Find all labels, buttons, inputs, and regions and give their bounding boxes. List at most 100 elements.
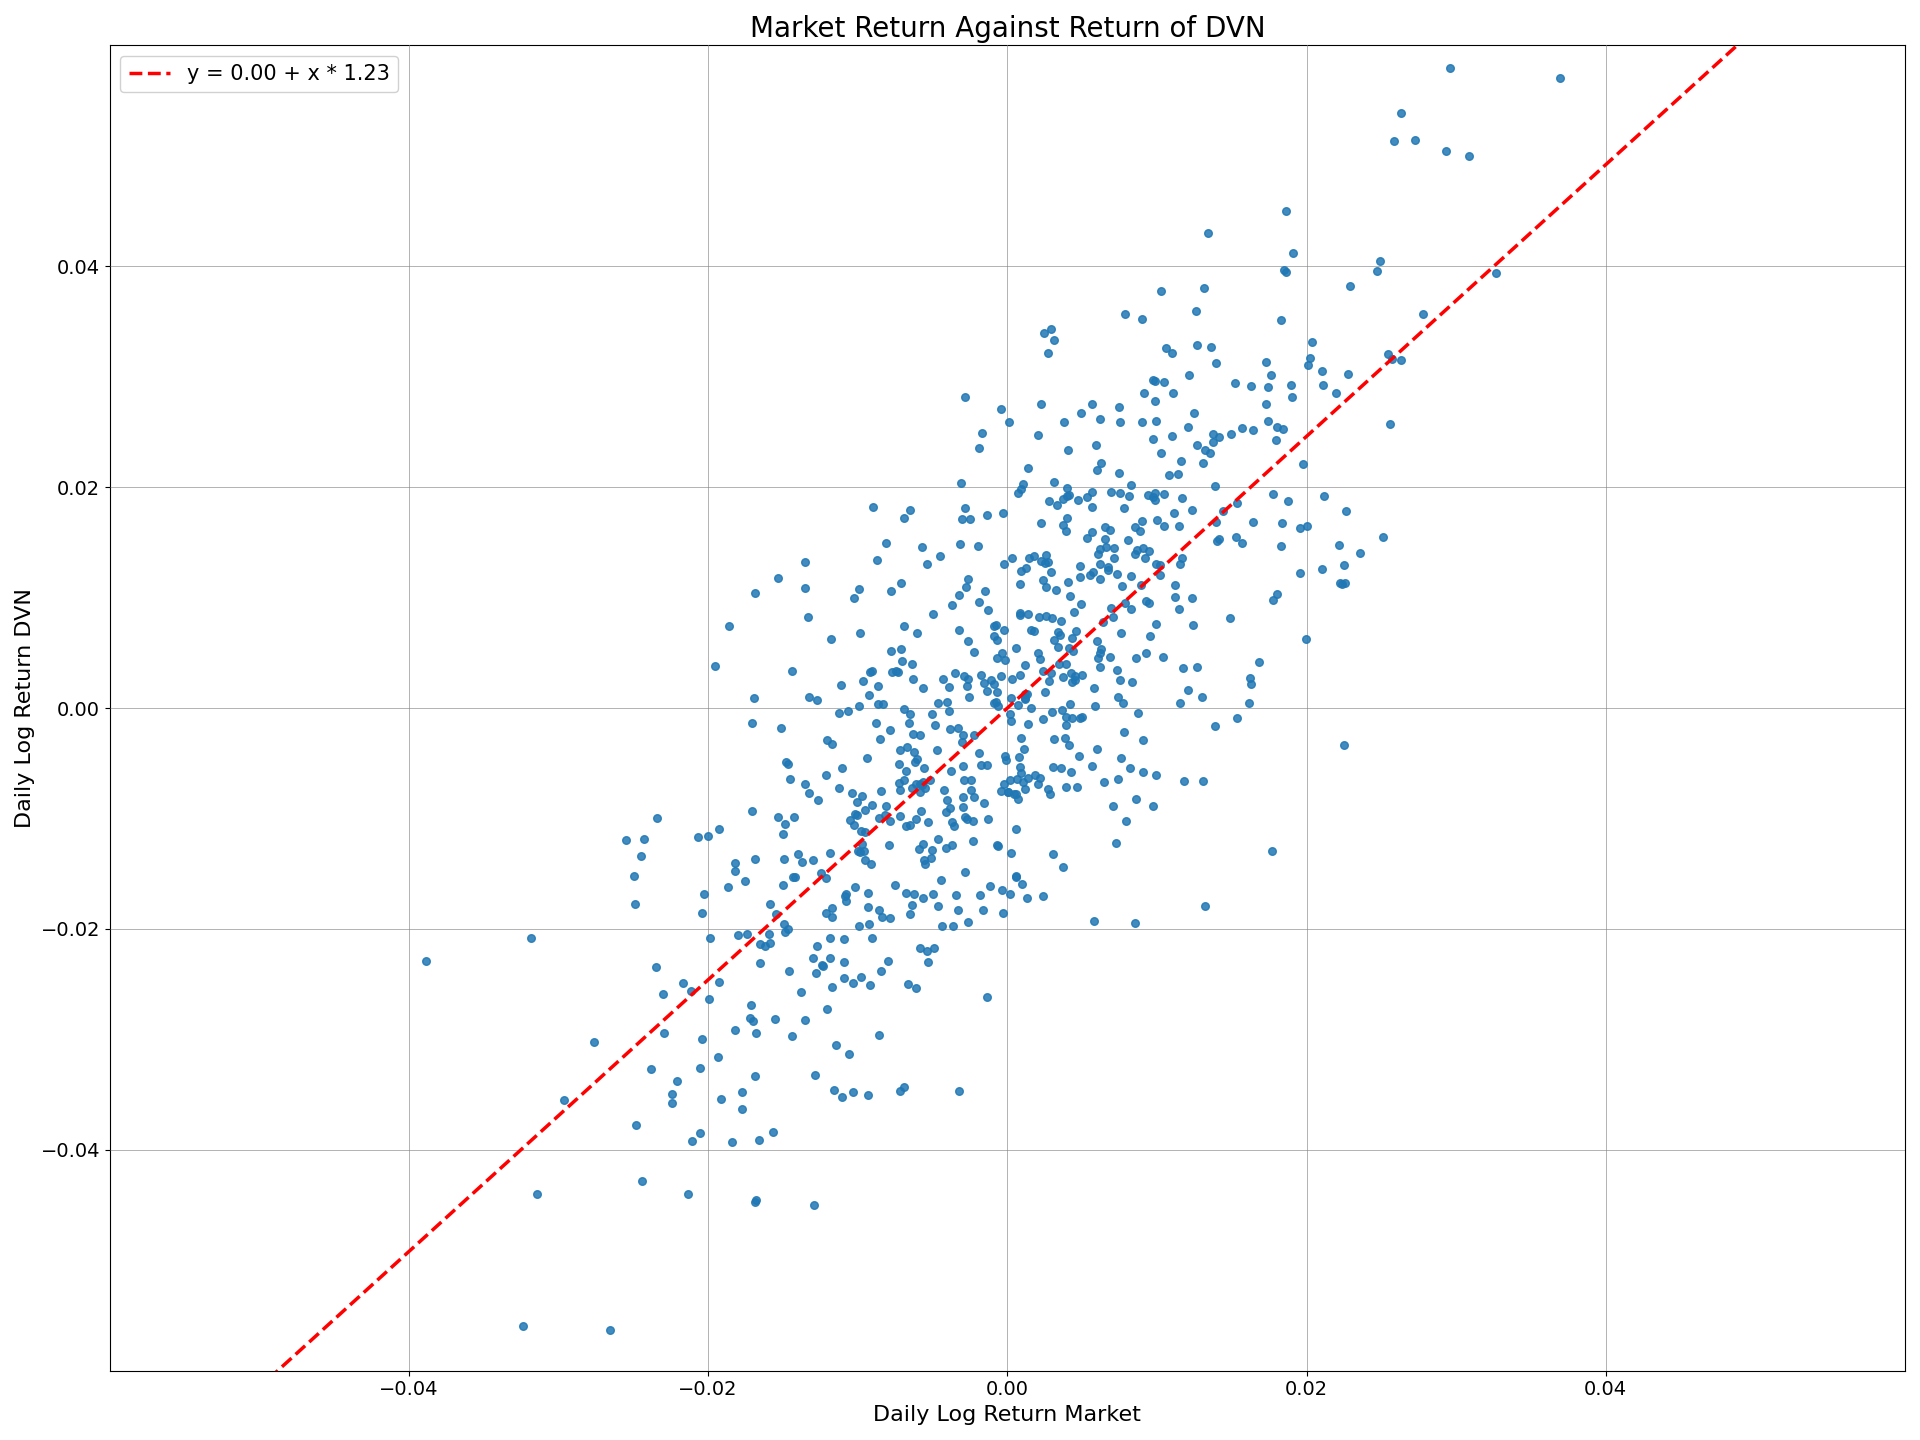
Point (810, 901, 841, 924)
Point (893, 972, 924, 995)
Point (1173, 415, 1204, 438)
Point (578, 1031, 609, 1054)
Point (808, 955, 839, 978)
Point (1290, 628, 1321, 651)
Point (1332, 363, 1363, 386)
Point (1258, 840, 1288, 863)
Point (983, 694, 1014, 717)
Point (1006, 760, 1037, 783)
Point (839, 588, 870, 611)
Point (975, 668, 1006, 691)
Point (924, 691, 954, 714)
Point (1198, 423, 1229, 446)
Point (1085, 655, 1116, 678)
Point (1085, 552, 1116, 575)
Point (739, 1064, 770, 1087)
Point (649, 1021, 680, 1044)
Point (1202, 530, 1233, 553)
Point (1008, 737, 1039, 760)
Point (1139, 369, 1169, 392)
Point (824, 701, 854, 724)
Point (839, 876, 870, 899)
Point (1037, 606, 1068, 629)
Point (991, 744, 1021, 768)
Point (1020, 544, 1050, 567)
Point (1050, 727, 1081, 750)
Point (929, 779, 960, 802)
Point (799, 848, 829, 871)
Point (1106, 410, 1137, 433)
Point (981, 647, 1012, 670)
Point (1020, 619, 1050, 642)
Point (1006, 727, 1037, 750)
Point (1052, 507, 1083, 530)
Point (1116, 474, 1146, 497)
Point (1031, 576, 1062, 599)
Point (1140, 370, 1171, 393)
Point (774, 752, 804, 775)
Point (897, 776, 927, 799)
Point (979, 672, 1010, 696)
Point (899, 721, 929, 744)
Point (900, 772, 931, 795)
Point (1000, 864, 1031, 887)
Point (1148, 370, 1179, 393)
Point (989, 553, 1020, 576)
Point (1002, 481, 1033, 504)
Point (1131, 641, 1162, 664)
Point (931, 788, 962, 811)
Point (1025, 647, 1056, 670)
Point (1052, 438, 1083, 461)
Point (889, 1076, 920, 1099)
Point (958, 641, 989, 664)
Point (950, 805, 981, 828)
Point (778, 805, 808, 828)
Point (1265, 308, 1296, 331)
Point (1012, 603, 1043, 626)
Point (985, 664, 1016, 687)
Point (1054, 636, 1085, 660)
Point (1006, 873, 1037, 896)
Point (864, 1022, 895, 1045)
Point (972, 755, 1002, 778)
Point (889, 768, 920, 791)
Point (1434, 58, 1465, 81)
Point (1000, 818, 1031, 841)
Point (868, 693, 899, 716)
Point (1244, 651, 1275, 674)
Point (618, 865, 649, 888)
Point (935, 760, 966, 783)
Point (948, 664, 979, 687)
Point (891, 881, 922, 904)
Point (1194, 442, 1225, 465)
Point (972, 504, 1002, 527)
Point (1081, 737, 1112, 760)
Point (948, 785, 979, 808)
Point (1020, 763, 1050, 786)
Point (770, 812, 801, 835)
Point (1365, 249, 1396, 272)
Point (1035, 662, 1066, 685)
Point (895, 711, 925, 734)
Point (1273, 490, 1304, 513)
Point (837, 1080, 868, 1103)
Point (1292, 353, 1323, 376)
Point (1140, 488, 1171, 511)
Title: Market Return Against Return of DVN: Market Return Against Return of DVN (749, 14, 1265, 43)
Point (996, 668, 1027, 691)
Point (1098, 605, 1129, 628)
Point (902, 747, 933, 770)
Point (816, 732, 847, 755)
Point (1010, 687, 1041, 710)
Point (1004, 602, 1035, 625)
Point (1052, 477, 1083, 500)
Point (828, 756, 858, 779)
Point (735, 799, 766, 822)
Point (879, 873, 910, 896)
Point (641, 806, 672, 829)
Point (1052, 484, 1083, 507)
Point (956, 768, 987, 791)
Point (1102, 685, 1133, 708)
Point (945, 472, 975, 495)
Point (772, 917, 803, 940)
